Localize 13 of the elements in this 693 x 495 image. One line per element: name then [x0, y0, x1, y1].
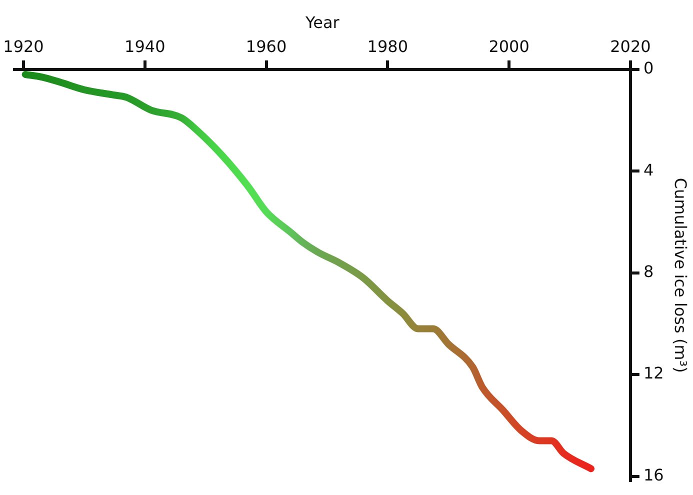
x-tick-label: 2000 [488, 36, 530, 56]
y-tick-label: 12 [643, 364, 664, 383]
x-tick-label: 1960 [246, 36, 287, 56]
x-axis-title: Year [304, 12, 340, 32]
y-axis-title: Cumulative ice loss (m³) [671, 178, 690, 373]
x-tick-label: 1980 [367, 36, 408, 56]
y-tick-label: 0 [643, 58, 654, 78]
x-tick-label: 2020 [610, 36, 651, 56]
x-tick-label: 1940 [124, 36, 166, 56]
x-tick-label: 1920 [3, 36, 44, 56]
y-tick-label: 16 [643, 465, 664, 484]
y-tick-label: 8 [643, 262, 654, 282]
y-tick-label: 4 [643, 160, 654, 180]
